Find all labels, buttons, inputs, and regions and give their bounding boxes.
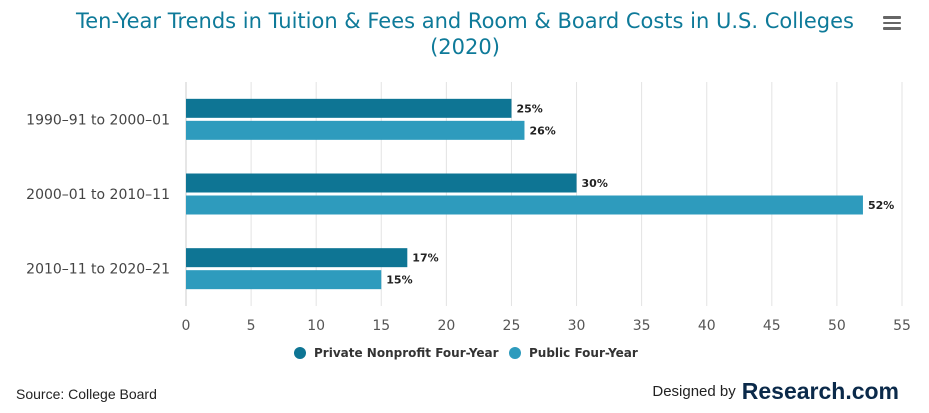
brand-logo[interactable]: Research.com [741,378,899,404]
x-tick-label: 35 [633,318,651,334]
x-tick-label: 25 [503,318,521,334]
data-label: 26% [529,124,555,137]
x-tick-label: 30 [568,318,586,334]
designer-credit: Designed by Research.com [652,378,899,405]
data-label: 25% [516,102,542,115]
x-tick-label: 15 [372,318,390,334]
legend-marker [294,347,306,359]
legend-label: Public Four-Year [529,346,638,360]
x-tick-label: 45 [763,318,781,334]
category-label: 2010–11 to 2020–21 [26,262,170,278]
bar [186,120,525,140]
bar [186,173,577,193]
data-label: 15% [386,274,412,287]
data-label: 17% [412,252,438,265]
bar [186,98,512,118]
x-tick-label: 40 [698,318,716,334]
category-label: 2000–01 to 2010–11 [26,187,170,203]
x-tick-label: 55 [893,318,911,334]
credit-prefix: Designed by [652,383,736,400]
x-tick-label: 50 [828,318,846,334]
x-tick-label: 10 [307,318,325,334]
bar [186,248,408,268]
data-label: 30% [582,177,608,190]
category-label: 1990–91 to 2000–01 [26,112,170,128]
menu-icon[interactable] [883,16,901,30]
x-tick-label: 0 [182,318,191,334]
bar [186,195,863,215]
x-tick-label: 20 [437,318,455,334]
x-tick-label: 5 [247,318,256,334]
legend-marker [509,347,521,359]
data-label: 52% [868,199,894,212]
source-note: Source: College Board [16,386,157,402]
chart-title: Ten-Year Trends in Tuition & Fees and Ro… [76,9,854,59]
legend-label: Private Nonprofit Four-Year [314,346,499,360]
bar [186,270,382,290]
